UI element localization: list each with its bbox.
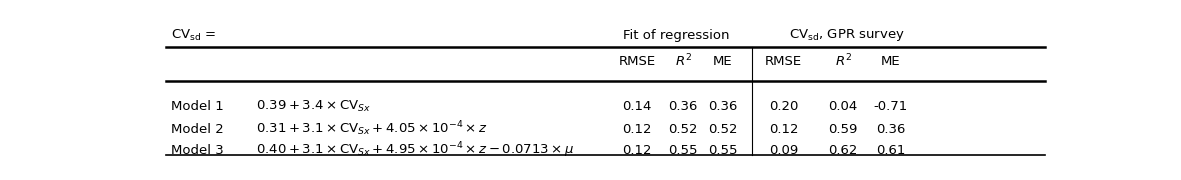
Text: 0.61: 0.61 <box>876 144 906 157</box>
Text: 0.12: 0.12 <box>622 144 652 157</box>
Text: Model 1: Model 1 <box>170 100 223 113</box>
Text: 0.59: 0.59 <box>829 123 857 136</box>
Text: $R^2$: $R^2$ <box>835 53 852 69</box>
Text: 0.36: 0.36 <box>876 123 906 136</box>
Text: ME: ME <box>712 55 732 68</box>
Text: 0.20: 0.20 <box>769 100 798 113</box>
Text: 0.12: 0.12 <box>769 123 798 136</box>
Text: 0.52: 0.52 <box>668 123 698 136</box>
Text: 0.12: 0.12 <box>622 123 652 136</box>
Text: Fit of regression: Fit of regression <box>624 29 730 42</box>
Text: 0.09: 0.09 <box>769 144 798 157</box>
Text: Model 2: Model 2 <box>170 123 223 136</box>
Text: CV$_{\sf{sd}}$ =: CV$_{\sf{sd}}$ = <box>170 28 216 43</box>
Text: 0.04: 0.04 <box>829 100 857 113</box>
Text: $0.40 + 3.1 \times \mathrm{CV}_{Sx} + 4.95 \times 10^{-4} \times z - 0.0713 \tim: $0.40 + 3.1 \times \mathrm{CV}_{Sx} + 4.… <box>255 141 574 160</box>
Text: 0.55: 0.55 <box>668 144 698 157</box>
Text: CV$_{\sf{sd}}$, GPR survey: CV$_{\sf{sd}}$, GPR survey <box>789 28 905 43</box>
Text: $0.31 + 3.1 \times \mathrm{CV}_{Sx} + 4.05 \times 10^{-4} \times z$: $0.31 + 3.1 \times \mathrm{CV}_{Sx} + 4.… <box>255 120 488 138</box>
Text: 0.36: 0.36 <box>668 100 698 113</box>
Text: 0.52: 0.52 <box>707 123 737 136</box>
Text: 0.62: 0.62 <box>829 144 857 157</box>
Text: ME: ME <box>881 55 901 68</box>
Text: Model 3: Model 3 <box>170 144 223 157</box>
Text: $R^2$: $R^2$ <box>674 53 692 69</box>
Text: $0.39 + 3.4 \times \mathrm{CV}_{Sx}$: $0.39 + 3.4 \times \mathrm{CV}_{Sx}$ <box>255 99 371 114</box>
Text: 0.14: 0.14 <box>622 100 652 113</box>
Text: RMSE: RMSE <box>765 55 802 68</box>
Text: 0.36: 0.36 <box>707 100 737 113</box>
Text: -0.71: -0.71 <box>874 100 908 113</box>
Text: RMSE: RMSE <box>619 55 655 68</box>
Text: 0.55: 0.55 <box>707 144 737 157</box>
